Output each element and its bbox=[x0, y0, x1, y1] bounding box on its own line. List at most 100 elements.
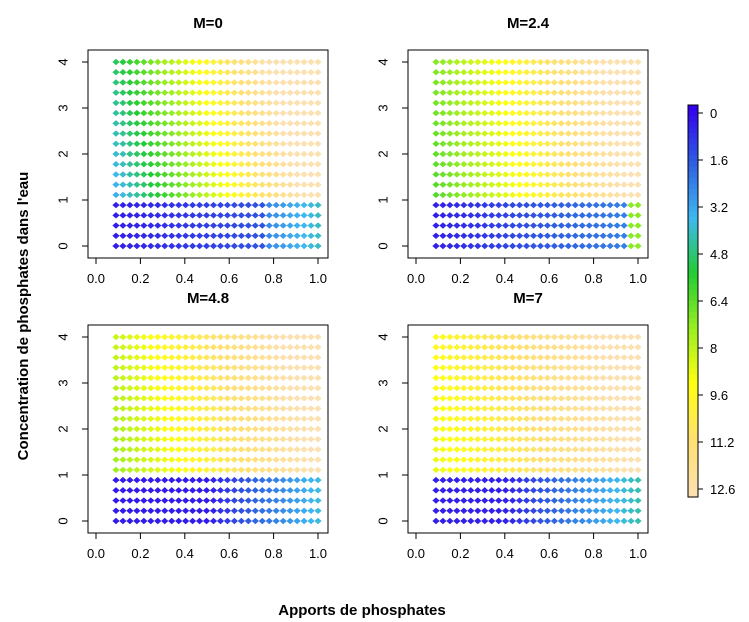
data-point bbox=[182, 456, 190, 463]
data-point bbox=[460, 140, 468, 147]
data-point bbox=[182, 109, 190, 117]
data-point bbox=[606, 374, 614, 382]
data-point bbox=[133, 150, 141, 158]
data-point bbox=[502, 333, 510, 341]
data-point bbox=[613, 181, 621, 188]
data-point bbox=[147, 517, 155, 525]
data-point bbox=[112, 384, 120, 392]
data-point bbox=[606, 212, 614, 219]
data-point bbox=[161, 181, 169, 188]
data-point bbox=[564, 58, 572, 66]
data-point bbox=[230, 456, 239, 463]
data-point bbox=[293, 517, 301, 525]
data-point bbox=[606, 222, 614, 229]
data-point bbox=[522, 232, 531, 239]
data-point bbox=[474, 232, 482, 239]
data-point bbox=[509, 89, 517, 96]
data-point bbox=[536, 517, 545, 525]
data-point bbox=[195, 79, 204, 86]
data-point bbox=[223, 222, 232, 229]
data-point bbox=[543, 130, 552, 137]
data-point bbox=[265, 191, 273, 199]
data-point bbox=[265, 79, 273, 86]
data-point bbox=[175, 171, 183, 178]
data-point bbox=[627, 232, 635, 239]
data-point bbox=[613, 109, 621, 117]
data-point bbox=[293, 354, 301, 361]
data-point bbox=[453, 161, 461, 168]
data-point bbox=[223, 212, 232, 219]
data-point bbox=[522, 120, 531, 127]
data-point bbox=[286, 69, 294, 76]
data-point bbox=[467, 333, 475, 341]
data-point bbox=[307, 171, 315, 178]
data-point bbox=[634, 364, 642, 371]
data-point bbox=[168, 212, 176, 219]
data-point bbox=[223, 354, 232, 361]
data-point bbox=[578, 487, 586, 494]
data-point bbox=[557, 201, 565, 209]
data-point bbox=[634, 436, 642, 443]
data-point bbox=[474, 344, 482, 351]
data-point bbox=[202, 415, 211, 422]
data-point bbox=[536, 405, 545, 412]
colorbar-swatch bbox=[688, 474, 698, 481]
data-point bbox=[133, 476, 141, 484]
x-tick-label: 0.2 bbox=[451, 546, 469, 561]
colorbar-swatch bbox=[688, 345, 698, 352]
data-point bbox=[168, 436, 176, 443]
data-point bbox=[550, 364, 559, 371]
data-point bbox=[112, 150, 120, 158]
data-point bbox=[557, 364, 565, 371]
data-point bbox=[272, 507, 280, 514]
data-point bbox=[251, 201, 259, 209]
data-point bbox=[230, 517, 239, 525]
data-point bbox=[279, 333, 287, 341]
data-point bbox=[126, 374, 134, 382]
data-point bbox=[189, 374, 197, 382]
data-point bbox=[237, 446, 245, 453]
data-point bbox=[571, 191, 579, 199]
data-point bbox=[216, 69, 225, 76]
data-point bbox=[154, 476, 162, 484]
data-point bbox=[258, 161, 266, 168]
data-point bbox=[133, 232, 141, 239]
data-point bbox=[286, 181, 294, 188]
data-point bbox=[314, 354, 322, 361]
data-point bbox=[522, 222, 531, 229]
data-point bbox=[244, 140, 252, 147]
data-point bbox=[571, 487, 579, 494]
data-point bbox=[467, 517, 475, 525]
data-point bbox=[515, 466, 524, 474]
data-point bbox=[161, 487, 169, 494]
data-point bbox=[432, 109, 440, 117]
data-point bbox=[571, 446, 579, 453]
data-point bbox=[502, 161, 510, 168]
data-point bbox=[126, 232, 134, 239]
data-point bbox=[140, 222, 148, 229]
x-tick-label: 0.0 bbox=[407, 271, 425, 286]
data-point bbox=[585, 150, 593, 158]
data-point bbox=[536, 79, 545, 86]
data-point bbox=[189, 242, 197, 250]
data-point bbox=[467, 507, 475, 514]
data-point bbox=[620, 58, 628, 66]
data-point bbox=[161, 456, 169, 463]
data-point bbox=[585, 333, 593, 341]
data-point bbox=[161, 191, 169, 199]
data-point bbox=[209, 354, 218, 361]
data-point bbox=[467, 150, 475, 158]
data-point bbox=[529, 89, 538, 96]
data-point bbox=[112, 466, 120, 474]
data-point bbox=[515, 120, 524, 127]
y-tick-label: 3 bbox=[55, 379, 70, 386]
data-point bbox=[613, 150, 621, 158]
data-point bbox=[571, 436, 579, 443]
data-point bbox=[258, 487, 266, 494]
data-point bbox=[446, 109, 454, 117]
data-point bbox=[536, 130, 545, 137]
data-point bbox=[467, 487, 475, 494]
data-point bbox=[293, 374, 301, 382]
data-point bbox=[258, 191, 266, 199]
data-point bbox=[230, 99, 239, 107]
